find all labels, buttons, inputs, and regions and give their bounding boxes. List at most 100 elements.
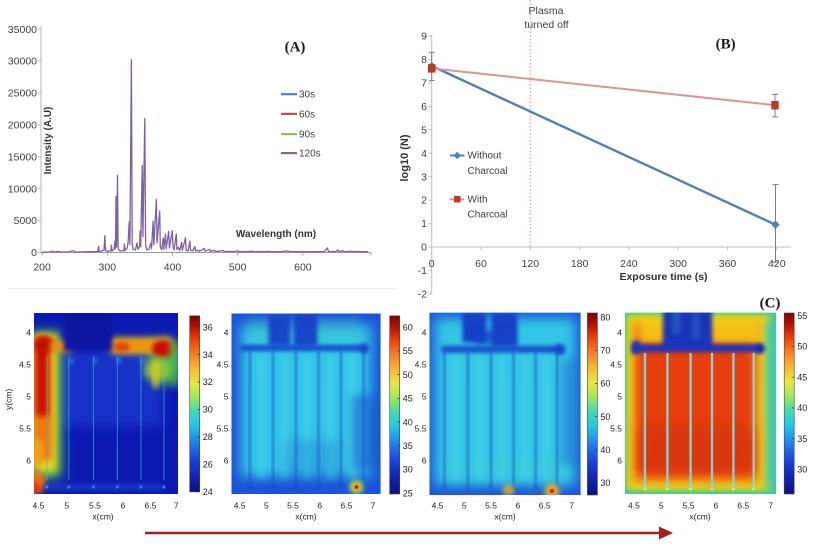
svg-text:With: With xyxy=(468,194,488,205)
svg-text:6.5: 6.5 xyxy=(539,501,551,511)
svg-text:5.5: 5.5 xyxy=(683,501,695,511)
svg-text:x(cm): x(cm) xyxy=(92,512,113,522)
svg-text:-1: -1 xyxy=(418,265,427,277)
svg-text:5.5: 5.5 xyxy=(485,501,497,511)
svg-text:40: 40 xyxy=(403,417,413,427)
svg-text:30: 30 xyxy=(403,465,413,475)
svg-text:24: 24 xyxy=(203,487,213,497)
svg-text:Wavelength (nm): Wavelength (nm) xyxy=(236,229,316,240)
svg-text:Intensity (A.U): Intensity (A.U) xyxy=(43,107,54,175)
svg-text:(C): (C) xyxy=(760,296,781,312)
svg-text:Exposure time (s): Exposure time (s) xyxy=(619,271,707,283)
svg-text:30: 30 xyxy=(797,465,807,475)
svg-text:6.5: 6.5 xyxy=(737,501,749,511)
svg-text:6: 6 xyxy=(714,501,719,511)
svg-text:5: 5 xyxy=(26,391,31,401)
svg-text:x(cm): x(cm) xyxy=(295,512,316,522)
svg-text:x(cm): x(cm) xyxy=(494,512,515,522)
svg-text:7: 7 xyxy=(569,501,574,511)
svg-text:4.5: 4.5 xyxy=(415,360,427,370)
svg-text:10000: 10000 xyxy=(8,183,37,195)
svg-text:55: 55 xyxy=(797,311,807,321)
svg-text:25000: 25000 xyxy=(8,88,37,100)
svg-text:5000: 5000 xyxy=(14,215,38,227)
svg-text:30: 30 xyxy=(203,405,213,415)
svg-text:Charcoal: Charcoal xyxy=(468,166,508,177)
svg-text:5: 5 xyxy=(264,501,269,511)
svg-text:15000: 15000 xyxy=(8,151,37,163)
svg-text:6: 6 xyxy=(317,501,322,511)
svg-text:Charcoal: Charcoal xyxy=(468,210,508,221)
svg-text:4.5: 4.5 xyxy=(610,360,622,370)
svg-text:(A): (A) xyxy=(285,40,306,56)
svg-text:(B): (B) xyxy=(716,37,736,53)
svg-text:y(cm): y(cm) xyxy=(4,389,14,410)
svg-text:4: 4 xyxy=(26,328,31,338)
svg-text:500: 500 xyxy=(229,262,247,274)
svg-text:6: 6 xyxy=(121,501,126,511)
svg-text:5: 5 xyxy=(617,391,622,401)
svg-text:25: 25 xyxy=(403,489,413,499)
svg-text:4.5: 4.5 xyxy=(32,501,44,511)
svg-text:45: 45 xyxy=(797,372,807,382)
svg-text:6: 6 xyxy=(224,455,229,465)
svg-text:x(cm): x(cm) xyxy=(689,512,710,522)
svg-text:6.5: 6.5 xyxy=(340,501,352,511)
svg-text:9: 9 xyxy=(421,31,427,43)
svg-text:5.5: 5.5 xyxy=(287,501,299,511)
svg-text:6.5: 6.5 xyxy=(144,501,156,511)
svg-text:6: 6 xyxy=(422,455,427,465)
svg-text:7: 7 xyxy=(421,78,427,90)
svg-text:240: 240 xyxy=(620,258,638,270)
svg-text:50: 50 xyxy=(403,370,413,380)
svg-text:5: 5 xyxy=(421,124,427,136)
svg-text:0: 0 xyxy=(421,242,427,254)
svg-text:26: 26 xyxy=(203,460,213,470)
svg-text:-2: -2 xyxy=(418,289,427,301)
svg-text:55: 55 xyxy=(403,346,413,356)
svg-text:180: 180 xyxy=(571,258,589,270)
svg-text:200: 200 xyxy=(33,262,51,274)
svg-text:40: 40 xyxy=(600,445,610,455)
svg-text:5: 5 xyxy=(422,391,427,401)
svg-text:34: 34 xyxy=(203,350,213,360)
svg-text:5: 5 xyxy=(64,501,69,511)
svg-text:30000: 30000 xyxy=(8,56,37,68)
svg-text:5.5: 5.5 xyxy=(415,423,427,433)
svg-text:32: 32 xyxy=(203,377,213,387)
svg-text:4.5: 4.5 xyxy=(19,360,31,370)
svg-text:36: 36 xyxy=(203,322,213,332)
svg-text:5: 5 xyxy=(224,391,229,401)
svg-text:45: 45 xyxy=(403,394,413,404)
svg-text:600: 600 xyxy=(294,262,312,274)
svg-text:120s: 120s xyxy=(299,149,321,160)
svg-text:35: 35 xyxy=(797,434,807,444)
svg-text:7: 7 xyxy=(174,501,179,511)
svg-text:35000: 35000 xyxy=(8,24,37,36)
svg-text:7: 7 xyxy=(371,501,376,511)
svg-text:2: 2 xyxy=(421,195,427,207)
svg-text:turned off: turned off xyxy=(524,19,568,31)
svg-text:35: 35 xyxy=(403,441,413,451)
svg-text:300: 300 xyxy=(669,258,687,270)
svg-text:4.5: 4.5 xyxy=(217,360,229,370)
svg-text:5: 5 xyxy=(462,501,467,511)
svg-text:4.5: 4.5 xyxy=(628,501,640,511)
svg-text:400: 400 xyxy=(164,262,182,274)
svg-text:50: 50 xyxy=(600,412,610,422)
svg-text:4: 4 xyxy=(421,148,427,160)
svg-text:4: 4 xyxy=(617,328,622,338)
svg-text:420: 420 xyxy=(768,258,786,270)
svg-text:60: 60 xyxy=(475,258,487,270)
svg-text:6: 6 xyxy=(617,455,622,465)
svg-text:70: 70 xyxy=(600,346,610,356)
svg-text:4: 4 xyxy=(224,328,229,338)
svg-text:6: 6 xyxy=(421,101,427,113)
svg-text:7: 7 xyxy=(768,501,773,511)
svg-text:4: 4 xyxy=(422,328,427,338)
svg-text:120: 120 xyxy=(522,258,540,270)
svg-text:Plasma: Plasma xyxy=(528,5,563,17)
svg-text:log10 (N): log10 (N) xyxy=(399,134,411,181)
svg-text:5.5: 5.5 xyxy=(89,501,101,511)
svg-text:360: 360 xyxy=(719,258,737,270)
